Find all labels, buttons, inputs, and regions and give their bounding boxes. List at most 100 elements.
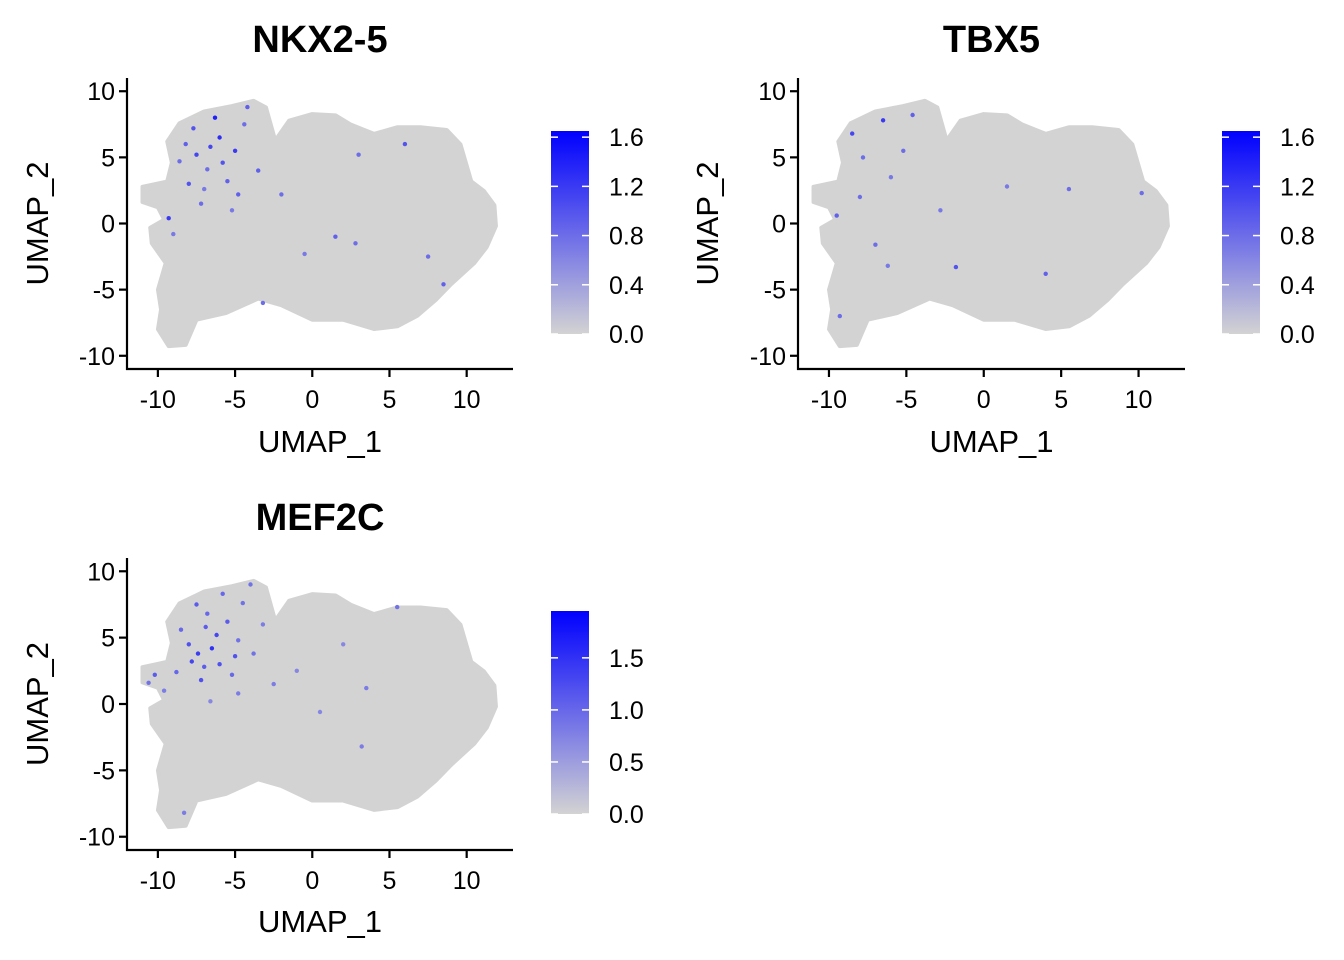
x-tick-label: -5: [224, 867, 246, 895]
y-tick-label: -5: [93, 757, 115, 785]
expressing-cell-point: [860, 155, 866, 160]
expressing-cell-point: [225, 619, 230, 624]
y-tick-label: 5: [101, 625, 115, 653]
expressing-cell-point: [260, 300, 266, 306]
expressing-cell-point: [220, 591, 225, 596]
y-tick-label: 10: [758, 78, 786, 106]
expressing-cell-point: [857, 194, 863, 200]
expressing-cell-point: [171, 231, 176, 237]
expressing-cell-point: [364, 685, 369, 691]
plot-title: NKX2-5: [252, 19, 387, 61]
expressing-cells: [146, 582, 400, 815]
expressing-cell-point: [236, 638, 241, 643]
plot-title: TBX5: [943, 19, 1040, 61]
legend-tick-label: 1.6: [609, 124, 644, 152]
expressing-cell-point: [209, 646, 215, 651]
expressing-cell-point: [938, 208, 943, 213]
y-axis-title: UMAP_2: [20, 642, 55, 766]
expressing-cell-point: [166, 216, 171, 221]
expressing-cell-point: [203, 624, 208, 630]
y-tick-label: 0: [101, 211, 115, 239]
expressing-cell-point: [1066, 186, 1072, 192]
expressing-cell-point: [178, 627, 184, 632]
y-tick-label: -5: [764, 277, 786, 305]
plot-title: MEF2C: [256, 497, 385, 539]
y-tick-label: -5: [93, 277, 115, 305]
x-tick-label: -10: [140, 867, 176, 895]
expressing-cell-point: [260, 622, 266, 627]
expressing-cell-point: [341, 642, 346, 647]
y-tick-label: -10: [79, 343, 115, 371]
legend-tick-label: 0.0: [609, 801, 644, 829]
expressing-cell-point: [229, 672, 235, 677]
expressing-cell-point: [279, 192, 284, 197]
expressing-cell-point: [910, 112, 915, 118]
expressing-cell-point: [294, 668, 299, 673]
expressing-cell-point: [205, 167, 210, 172]
expressing-cell-point: [251, 651, 256, 656]
legend-tick-label: 1.5: [609, 645, 644, 673]
x-tick-label: 10: [453, 867, 481, 895]
color-legend: 0.0 0.5 1.0 1.5: [551, 611, 644, 829]
expressing-cell-point: [202, 186, 207, 192]
expressing-cell-point: [183, 141, 188, 147]
expressing-cell-point: [217, 135, 222, 140]
expressing-cell-point: [236, 691, 241, 696]
expressing-cell-point: [146, 680, 151, 685]
legend-tick-label: 0.4: [609, 272, 644, 300]
expressing-cell-point: [229, 208, 235, 213]
expressing-cell-point: [880, 118, 886, 123]
y-tick-label: 0: [101, 691, 115, 719]
color-legend-bar: [1222, 131, 1260, 334]
expressing-cell-point: [834, 213, 839, 218]
expressing-cell-point: [194, 152, 199, 157]
x-axis-title: UMAP_1: [258, 424, 382, 459]
expressing-cell-point: [953, 264, 959, 270]
expressing-cell-point: [317, 709, 323, 715]
x-tick-label: -5: [895, 386, 917, 414]
y-tick-label: 10: [87, 78, 115, 106]
expressing-cell-point: [395, 604, 400, 610]
legend-tick-label: 0.8: [609, 223, 644, 251]
y-tick-label: 0: [772, 211, 786, 239]
x-axis-title: UMAP_1: [258, 904, 382, 939]
cell-cloud: [142, 100, 496, 346]
expressing-cell-point: [198, 677, 204, 683]
y-tick-label: 10: [87, 558, 115, 586]
legend-tick-label: 0.5: [609, 749, 644, 777]
expressing-cell-point: [202, 664, 207, 669]
expressing-cell-point: [186, 642, 191, 647]
expressing-cell-point: [212, 115, 218, 120]
panel-nkx2-5: NKX2-5-10 -5 0 5 10-10-50510UMAP_1UMAP_20.00…: [20, 19, 644, 459]
x-tick-label: 10: [1125, 386, 1153, 414]
legend-tick-label: 0.0: [609, 321, 644, 349]
expressing-cells: [834, 112, 1144, 319]
expressing-cell-point: [1139, 190, 1144, 196]
expressing-cell-point: [333, 234, 338, 239]
color-legend-bar: [551, 611, 589, 814]
cell-cloud: [813, 100, 1167, 346]
x-tick-label: 0: [305, 867, 319, 895]
expressing-cell-point: [161, 688, 167, 693]
expressing-cell-point: [850, 131, 855, 136]
expressing-cell-point: [220, 160, 225, 165]
expressing-cell-point: [888, 175, 894, 180]
expressing-cell-point: [441, 282, 446, 287]
expressing-cells: [166, 104, 446, 306]
y-tick-label: 5: [772, 144, 786, 172]
expressing-cell-point: [214, 632, 219, 638]
expressing-cell-point: [302, 251, 307, 257]
expressing-cell-point: [174, 669, 179, 675]
expressing-cell-point: [189, 659, 194, 664]
expressing-cell-point: [198, 201, 204, 206]
x-tick-label: 5: [383, 386, 397, 414]
expressing-cell-point: [356, 152, 361, 157]
y-tick-label: -10: [750, 343, 786, 371]
expressing-cell-point: [177, 159, 182, 164]
y-axis-title: UMAP_2: [690, 161, 725, 285]
x-tick-label: -10: [140, 386, 176, 414]
color-legend: 0.0 0.4 0.8 1.2 1.6: [1222, 124, 1315, 349]
expressing-cell-point: [1004, 184, 1010, 189]
legend-tick-label: 0.4: [1280, 272, 1315, 300]
